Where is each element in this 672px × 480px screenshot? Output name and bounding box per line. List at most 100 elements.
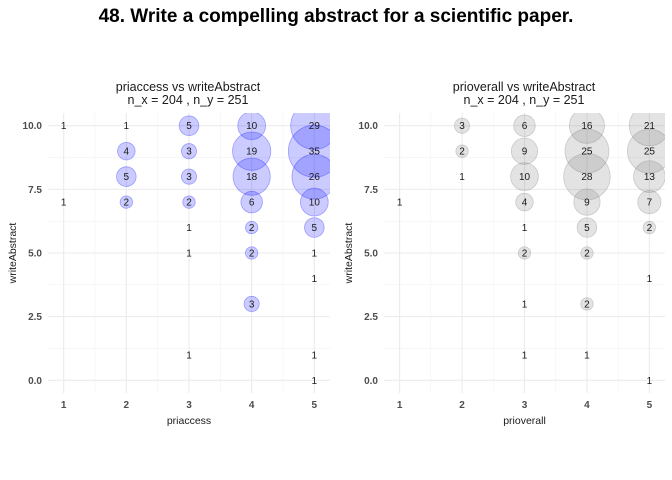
- bubble: [580, 246, 594, 260]
- bubble: [291, 153, 330, 200]
- bubble-count-label: 29: [309, 121, 321, 132]
- bubble-count-label: 28: [581, 172, 593, 183]
- bubble-count-label: 13: [644, 172, 656, 183]
- bubble-count-label: 1: [124, 121, 130, 132]
- y-tick-label: 10.0: [23, 121, 43, 132]
- bubble: [117, 141, 136, 161]
- x-tick-label: 2: [459, 400, 465, 411]
- bubble-count-label: 2: [249, 223, 255, 234]
- bubble-count-label: 21: [644, 121, 656, 132]
- bubble-count-label: 4: [124, 147, 130, 158]
- bubble: [637, 190, 662, 215]
- y-axis-label: writeAbstract: [7, 223, 19, 285]
- bubble: [576, 217, 598, 238]
- bubble: [515, 192, 534, 212]
- bubble: [119, 195, 133, 209]
- bubble-count-label: 25: [644, 147, 656, 158]
- bubble-count-label: 2: [584, 299, 590, 310]
- bubble-count-label: 1: [312, 350, 318, 361]
- grid: [48, 113, 330, 393]
- bubble: [287, 124, 330, 178]
- bubble-count-label: 1: [312, 274, 318, 285]
- bubble-count-label: 10: [309, 198, 321, 209]
- bubbles: [116, 113, 330, 312]
- y-axis-label: writeAbstract: [343, 223, 355, 285]
- bubble-count-label: 1: [522, 299, 528, 310]
- x-tick-label: 4: [249, 400, 255, 411]
- bubble: [245, 220, 259, 235]
- bubble-count-label: 2: [647, 223, 653, 234]
- bubble: [513, 114, 536, 137]
- x-tick-label: 1: [397, 400, 403, 411]
- y-tick-label: 7.5: [28, 185, 42, 196]
- bubble-count-label: 7: [647, 198, 653, 209]
- bubble-count-label: 10: [246, 121, 258, 132]
- bubble-count-label: 10: [519, 172, 531, 183]
- bubble: [455, 144, 469, 158]
- bubble: [245, 246, 259, 260]
- bubble: [182, 195, 196, 209]
- bubble: [240, 190, 263, 214]
- bubble-count-label: 9: [584, 198, 590, 209]
- y-tick-label: 7.5: [364, 185, 378, 196]
- bubble-count-label: 1: [312, 249, 318, 260]
- bubble: [116, 166, 137, 187]
- panel-title: prioverall vs writeAbstract: [453, 80, 596, 94]
- x-tick-label: 5: [647, 400, 653, 411]
- bubble-count-label: 1: [522, 223, 528, 234]
- bubble-count-label: 1: [61, 198, 67, 209]
- bubble-count-label: 18: [246, 172, 258, 183]
- x-axis-label: priaccess: [167, 415, 211, 427]
- grid: [384, 113, 665, 393]
- bubble: [568, 113, 605, 144]
- bubble-count-label: 5: [186, 121, 192, 132]
- bubble: [517, 246, 532, 260]
- bubble-count-label: 1: [522, 350, 528, 361]
- bubble: [178, 115, 200, 136]
- x-tick-label: 3: [522, 400, 528, 411]
- bubble: [243, 295, 260, 312]
- y-tick-label: 0.0: [28, 376, 42, 387]
- bubble: [232, 131, 272, 171]
- bubble-count-label: 25: [581, 147, 593, 158]
- bubble-count-label: 2: [584, 249, 590, 260]
- bubble: [510, 137, 539, 165]
- y-tick-label: 2.5: [364, 312, 378, 323]
- y-tick-label: 2.5: [28, 312, 42, 323]
- bubble-count-label: 1: [459, 172, 465, 183]
- bubble-count-label: 1: [397, 198, 403, 209]
- panel-subtitle: n_x = 204 , n_y = 251: [464, 93, 585, 107]
- bubble-count-label: 5: [312, 223, 318, 234]
- bubble-count-label: 2: [249, 249, 255, 260]
- bubble-count-label: 2: [459, 147, 465, 158]
- bubble-count-label: 35: [309, 147, 321, 158]
- x-tick-label: 5: [312, 400, 318, 411]
- bubble: [237, 113, 266, 141]
- y-tick-label: 5.0: [364, 249, 378, 260]
- bubble-count-label: 19: [246, 147, 258, 158]
- bubble: [627, 128, 665, 174]
- bubble-count-label: 1: [186, 223, 192, 234]
- bubble: [180, 143, 198, 160]
- y-tick-label: 5.0: [28, 249, 42, 260]
- bubble: [180, 168, 198, 185]
- bubble: [573, 188, 601, 216]
- bubble: [580, 297, 594, 311]
- bubble-count-label: 6: [522, 121, 528, 132]
- bubble-count-label: 16: [581, 121, 593, 132]
- bubble-count-label: 3: [186, 147, 192, 158]
- y-tick-label: 0.0: [364, 376, 378, 387]
- bubble-count-label: 26: [309, 172, 321, 183]
- bubble-count-label: 3: [249, 299, 255, 310]
- x-tick-label: 2: [124, 400, 130, 411]
- bubble: [304, 217, 325, 238]
- bubble: [232, 157, 271, 196]
- bubble: [300, 187, 329, 217]
- bubble-count-label: 2: [522, 249, 528, 260]
- bubble-count-label: 9: [522, 147, 528, 158]
- x-tick-label: 3: [186, 400, 192, 411]
